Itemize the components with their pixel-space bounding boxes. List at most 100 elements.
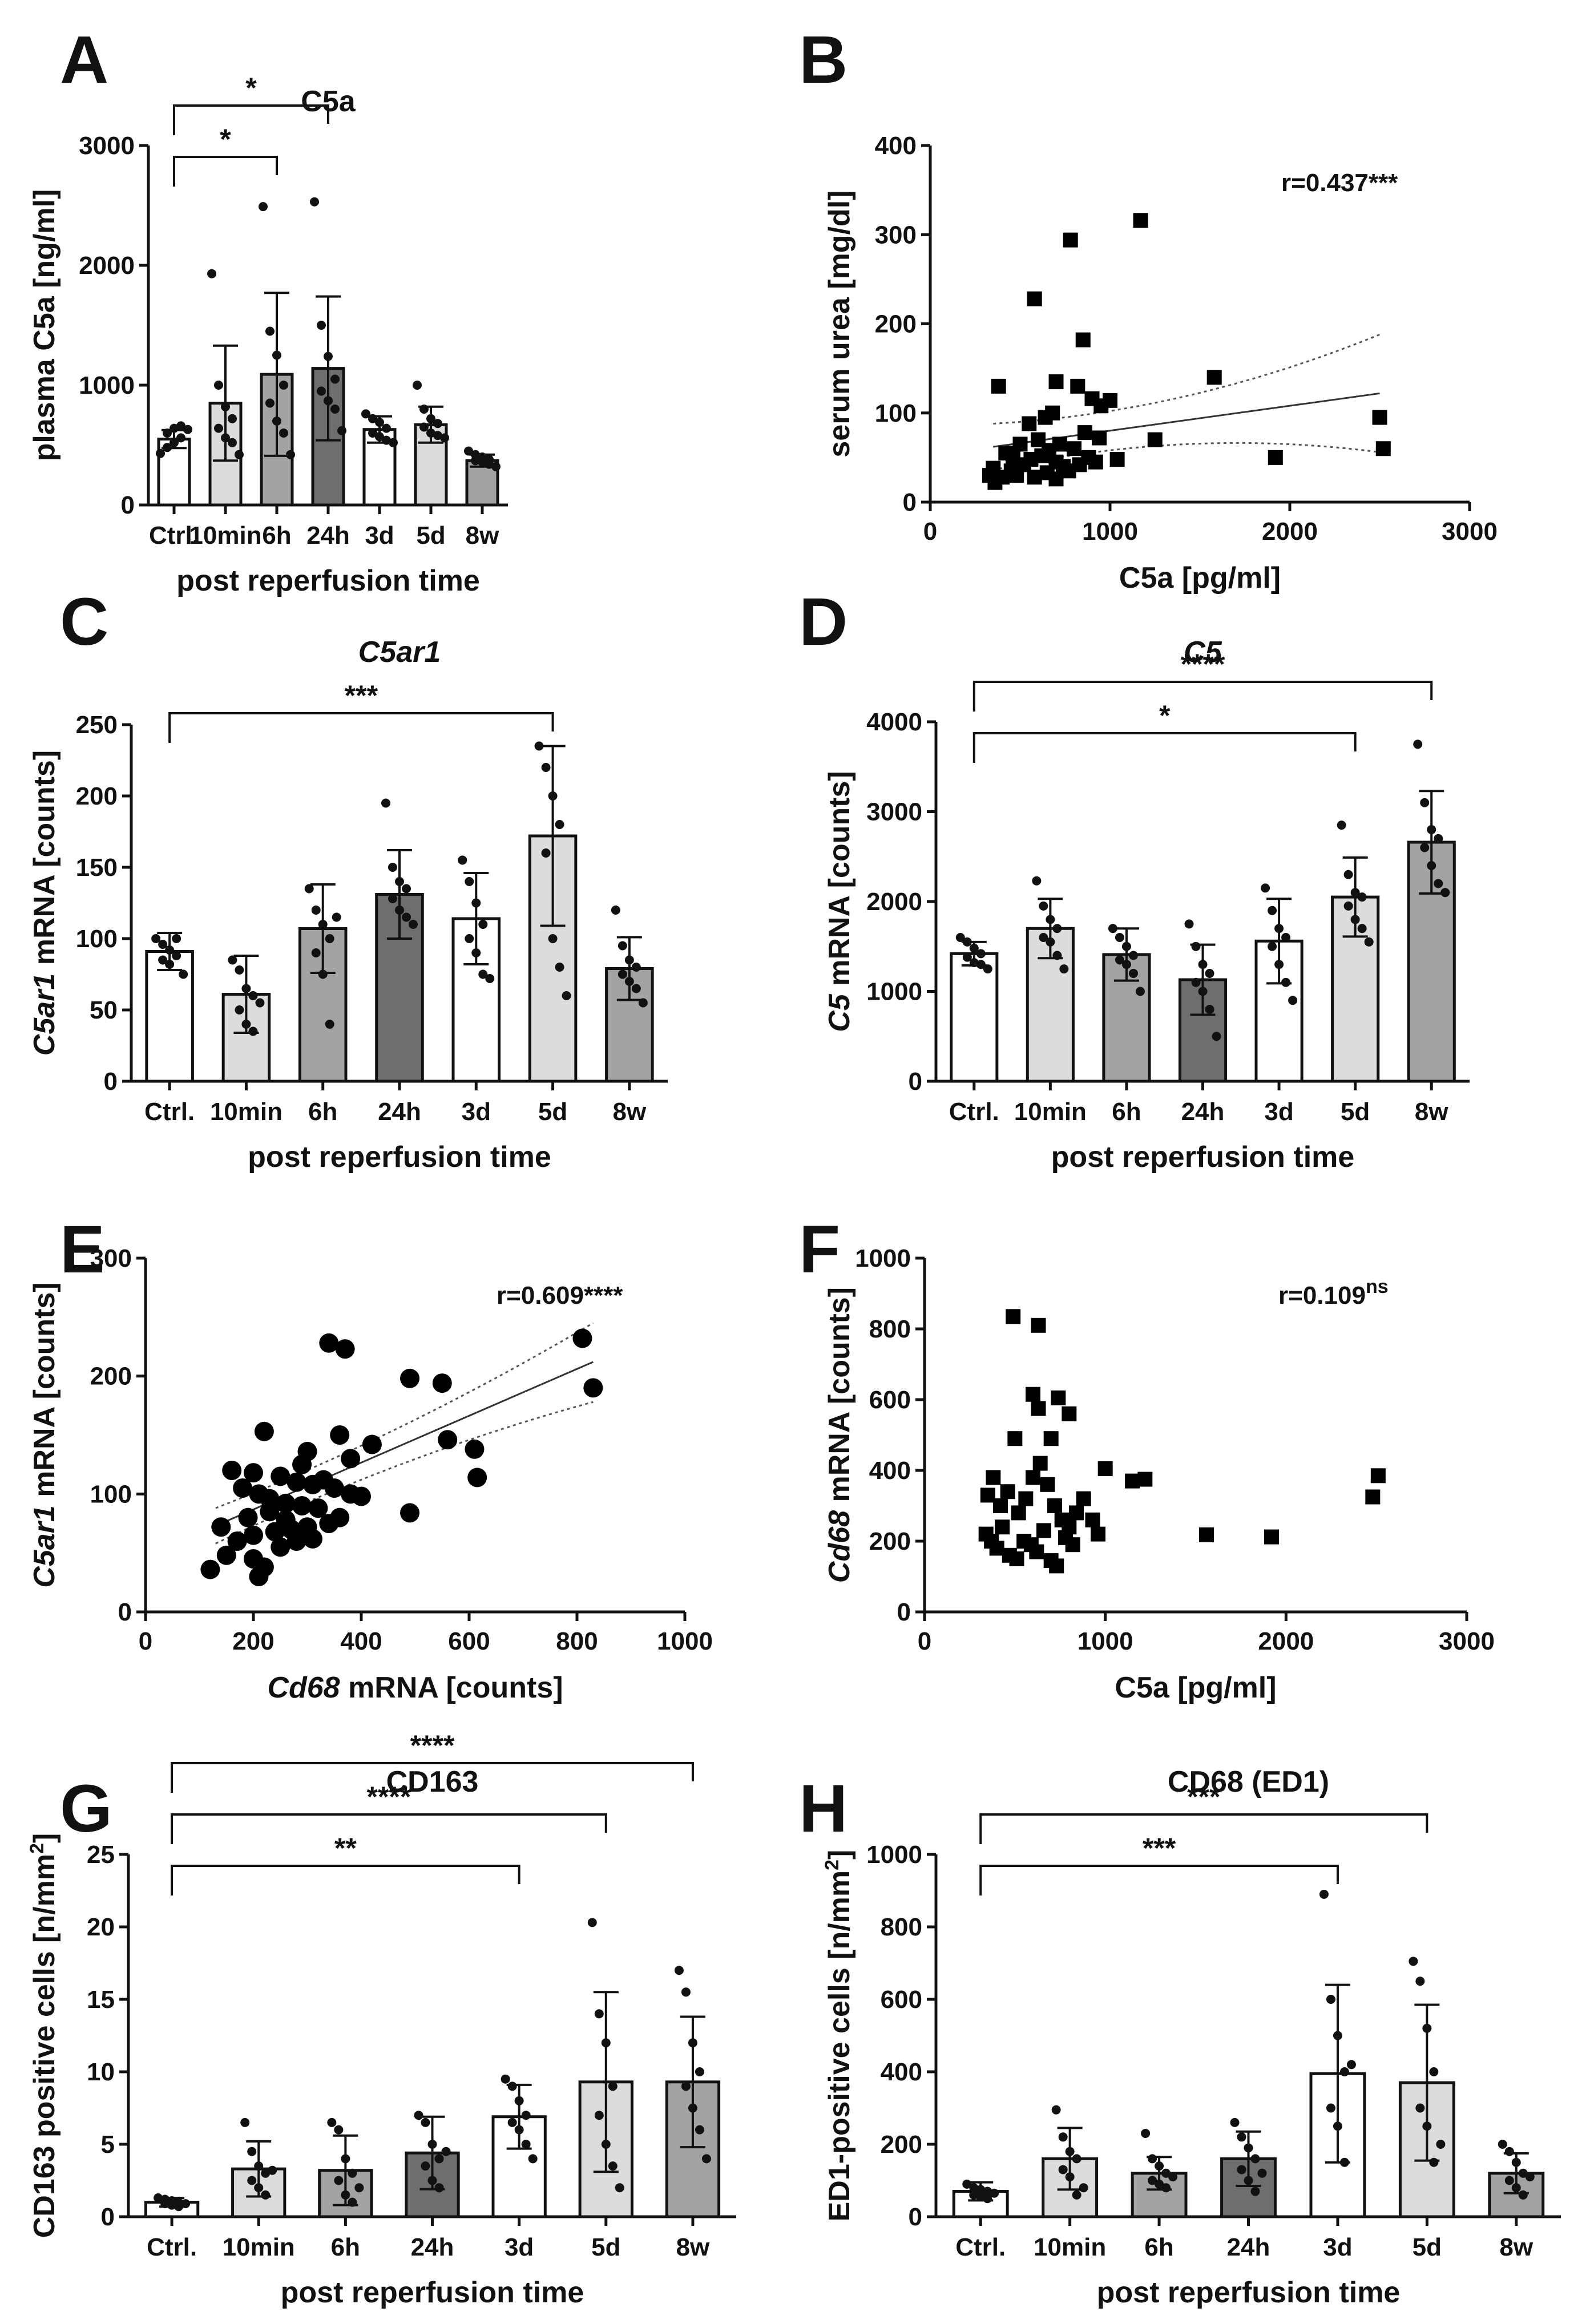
data-point: [318, 969, 328, 979]
data-point: [419, 405, 429, 414]
data-point: [271, 1466, 290, 1486]
data-point: [402, 884, 411, 894]
data-point: [1032, 1456, 1048, 1471]
data-point: [318, 920, 328, 929]
data-point: [587, 1918, 597, 1927]
data-point: [1281, 933, 1291, 942]
data-point: [1281, 977, 1291, 987]
data-point: [165, 945, 175, 955]
data-point: [615, 2183, 624, 2193]
significance-label: *: [245, 72, 257, 104]
chart-title: C5: [1184, 636, 1222, 669]
axis-label: C5 mRNA [counts]: [823, 771, 856, 1032]
x-tick-label: 3d: [1323, 2233, 1352, 2261]
x-tick-label: 24h: [411, 2233, 454, 2261]
data-point: [1108, 924, 1117, 933]
data-point: [1237, 2165, 1246, 2175]
data-point: [548, 791, 558, 801]
data-point: [227, 1531, 247, 1551]
data-point: [352, 1486, 371, 1506]
data-point: [228, 438, 237, 447]
data-point: [400, 1368, 420, 1388]
data-point: [179, 969, 188, 979]
data-point: [375, 432, 384, 442]
data-point: [465, 877, 474, 886]
x-tick-label: 3000: [1439, 1627, 1495, 1655]
data-point: [272, 417, 281, 426]
data-point: [594, 2009, 604, 2019]
data-point: [976, 949, 986, 959]
correlation-coefficient: r=0.609: [497, 1282, 584, 1309]
y-tick-label: 200: [76, 782, 118, 810]
x-tick-label: 5d: [416, 522, 445, 549]
data-point: [1039, 901, 1048, 911]
axis-label-part: C5a [pg/ml]: [1115, 1671, 1276, 1704]
data-point: [1230, 2117, 1240, 2127]
data-point: [362, 1434, 382, 1454]
data-point: [507, 2082, 517, 2091]
data-point: [235, 450, 244, 459]
x-tick-label: 24h: [378, 1098, 421, 1126]
data-point: [395, 877, 404, 886]
x-tick-label: 3d: [462, 1098, 491, 1126]
x-tick-label: 10min: [1034, 2233, 1106, 2261]
data-point: [1128, 951, 1138, 960]
data-point: [325, 1020, 334, 1029]
data-point: [688, 2038, 697, 2048]
data-point: [1168, 2172, 1178, 2182]
data-point: [1155, 2179, 1164, 2189]
data-point: [1046, 915, 1055, 924]
data-point: [388, 894, 397, 903]
data-point: [980, 1488, 995, 1503]
data-point: [1011, 1505, 1026, 1521]
data-point: [247, 2176, 257, 2185]
y-tick-label: 250: [76, 711, 118, 739]
data-point: [248, 1026, 258, 1036]
panel-letter: F: [799, 1212, 840, 1287]
data-point: [1079, 2183, 1088, 2193]
x-tick-label: Ctrl.: [149, 522, 199, 549]
data-point: [1198, 987, 1208, 996]
data-point: [1148, 2176, 1157, 2185]
y-tick-label: 0: [104, 1068, 118, 1096]
data-point: [211, 1517, 231, 1537]
y-tick-label: 400: [869, 1457, 911, 1485]
data-point: [993, 1498, 1008, 1513]
data-point: [183, 425, 192, 434]
data-point: [541, 848, 551, 858]
x-tick-label: 6h: [1112, 1098, 1141, 1126]
data-point: [348, 2197, 357, 2207]
data-point: [286, 1472, 306, 1492]
data-point: [1339, 2067, 1349, 2076]
data-point: [1436, 2140, 1446, 2149]
data-point: [1026, 1387, 1040, 1402]
panel-c: C C5ar1 0 50 100 150 200 250 C5ar1 mRNA [counts]…: [28, 584, 668, 1174]
data-point: [1372, 410, 1387, 425]
panel-e: E 0 100 200 300 C5ar1 mRNA [counts] 0 200 400 600…: [28, 1212, 713, 1704]
data-point: [491, 462, 501, 471]
data-point: [265, 398, 275, 408]
data-point: [611, 906, 620, 915]
panel-letter: B: [799, 22, 848, 98]
data-point: [158, 955, 168, 965]
data-point: [631, 984, 641, 993]
axis-label-part: Cd68: [823, 1510, 856, 1583]
data-point: [514, 2096, 524, 2105]
x-tick-label: Ctrl.: [955, 2233, 1006, 2261]
significance-bracket: [972, 732, 1357, 763]
data-point: [1036, 1523, 1051, 1538]
panel-d: D C5 0 1000 2000 3000 4000 C5 mRNA [counts] Ctrl…: [799, 584, 1470, 1174]
x-tick-label: 6h: [308, 1098, 337, 1126]
data-point: [241, 984, 251, 993]
data-point: [1350, 888, 1360, 898]
data-point: [1268, 450, 1283, 465]
data-point: [207, 269, 216, 278]
panel-letter: H: [799, 1771, 848, 1846]
data-point: [160, 2199, 170, 2209]
x-tick-label: 10min: [1014, 1098, 1087, 1126]
chart-title: C5ar1: [358, 636, 441, 669]
x-axis-label: post reperfusion time: [176, 564, 480, 597]
axis-label-part: C5a [pg/ml]: [1119, 561, 1281, 595]
data-point: [1415, 2103, 1425, 2113]
data-point: [1333, 2121, 1342, 2131]
